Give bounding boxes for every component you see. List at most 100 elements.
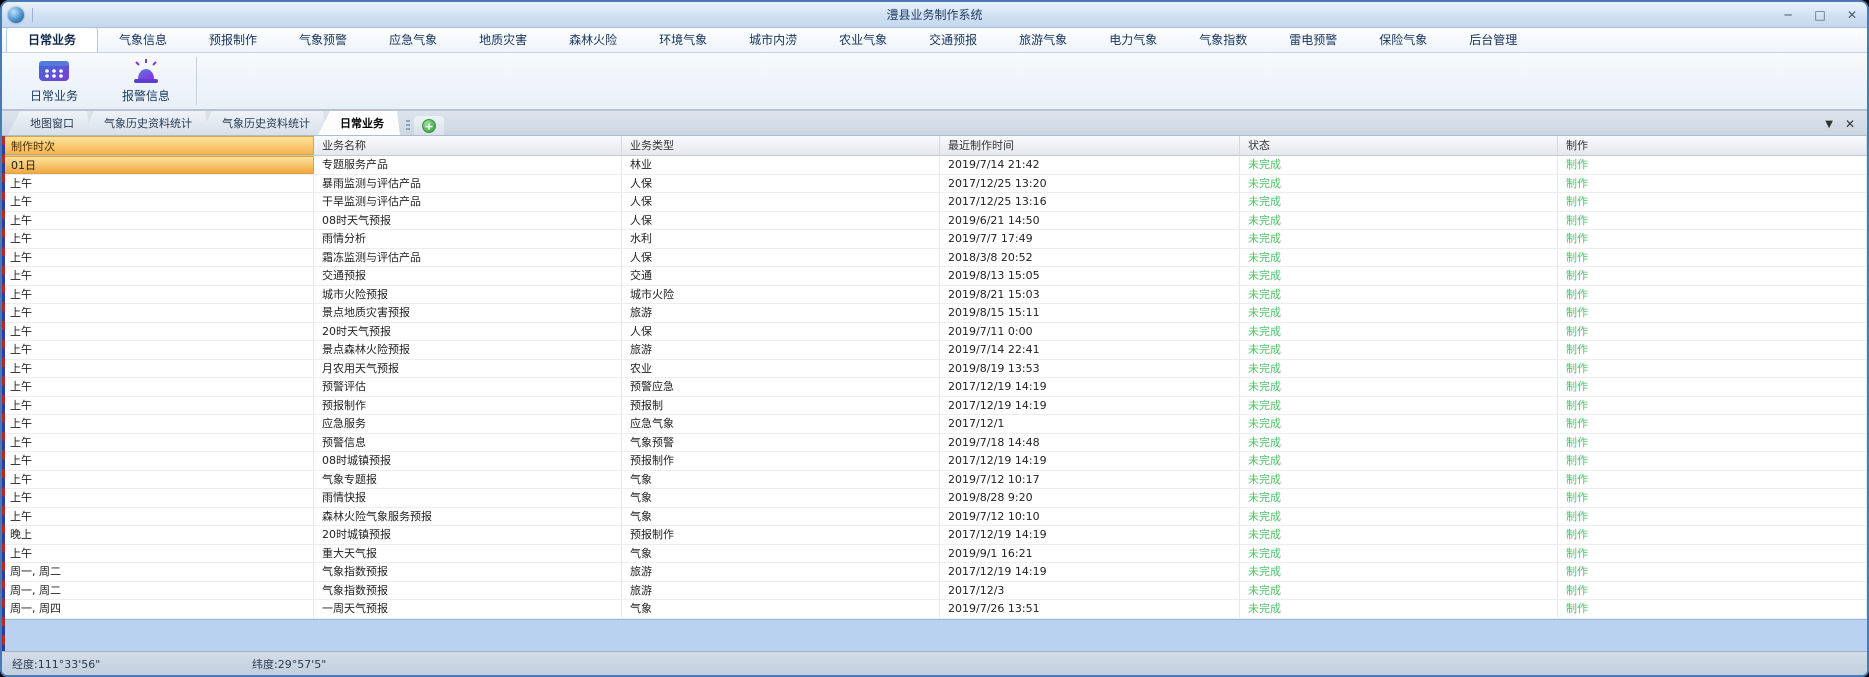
cell-last: 2017/12/19 14:19 — [940, 526, 1240, 544]
make-link[interactable]: 制作 — [1566, 583, 1588, 597]
menu-item-13[interactable]: 气象指数 — [1199, 33, 1248, 47]
make-link[interactable]: 制作 — [1566, 287, 1588, 301]
table-row[interactable]: 上午 交通预报 交通 2019/8/13 15:05 未完成 制作 — [2, 267, 1867, 286]
maximize-button[interactable]: □ — [1814, 7, 1826, 22]
table-row[interactable]: 上午 城市火险预报 城市火险 2019/8/21 15:03 未完成 制作 — [2, 285, 1867, 304]
doc-tab-0[interactable]: 地图窗口 — [8, 111, 90, 135]
close-button[interactable]: ✕ — [1846, 7, 1858, 22]
cell-status: 未完成 — [1240, 322, 1558, 340]
make-link[interactable]: 制作 — [1566, 565, 1588, 578]
table-row[interactable]: 周一, 周二 气象指数预报 旅游 2017/12/3 未完成 制作 — [2, 581, 1867, 600]
make-link[interactable]: 制作 — [1566, 158, 1588, 171]
table-row[interactable]: 上午 森林火险气象服务预报 气象 2019/7/12 10:10 未完成 制作 — [2, 507, 1867, 526]
make-link[interactable]: 制作 — [1566, 417, 1588, 430]
cell-last: 2017/12/19 14:19 — [940, 396, 1240, 414]
table-row[interactable]: 上午 月农用天气预报 农业 2019/8/19 13:53 未完成 制作 — [2, 359, 1867, 378]
daily-business-button[interactable]: 日常业务 — [8, 55, 100, 107]
menu-item-10[interactable]: 交通预报 — [929, 33, 978, 47]
column-header-5[interactable]: 制作 — [1558, 136, 1867, 155]
make-link[interactable]: 制作 — [1566, 454, 1588, 467]
make-link[interactable]: 制作 — [1566, 380, 1588, 393]
cell-action: 制作 — [1558, 174, 1867, 192]
selected-empty-row[interactable] — [2, 618, 1867, 651]
make-link[interactable]: 制作 — [1566, 250, 1588, 264]
make-link[interactable]: 制作 — [1566, 472, 1588, 486]
table-row[interactable]: 上午 气象专题报 气象 2019/7/12 10:17 未完成 制作 — [2, 470, 1867, 489]
ribbon-toolbar: 日常业务 报警信息 — [2, 53, 1867, 111]
menu-item-12[interactable]: 电力气象 — [1109, 33, 1158, 47]
menu-item-15[interactable]: 保险气象 — [1379, 33, 1428, 47]
column-header-1[interactable]: 业务名称 — [314, 136, 622, 155]
make-link[interactable]: 制作 — [1566, 343, 1588, 356]
menu-item-3[interactable]: 气象预警 — [299, 33, 348, 47]
tab-list-dropdown-icon[interactable]: ▼ — [1825, 118, 1833, 130]
column-header-4[interactable]: 状态 — [1240, 136, 1558, 155]
make-link[interactable]: 制作 — [1566, 232, 1588, 245]
doc-tab-2[interactable]: 气象历史资料统计 — [200, 111, 326, 135]
menu-item-8[interactable]: 城市内涝 — [749, 33, 798, 47]
table-row[interactable]: 上午 08时天气预报 人保 2019/6/21 14:50 未完成 制作 — [2, 211, 1867, 230]
table-row[interactable]: 上午 景点森林火险预报 旅游 2019/7/14 22:41 未完成 制作 — [2, 341, 1867, 360]
add-tab-button[interactable]: + — [414, 116, 444, 135]
menu-item-2[interactable]: 预报制作 — [209, 33, 258, 47]
menu-item-7[interactable]: 环境气象 — [659, 33, 708, 47]
column-header-0[interactable]: 制作时次 — [2, 136, 314, 155]
cell-name: 城市火险预报 — [314, 285, 622, 303]
make-link[interactable]: 制作 — [1566, 546, 1588, 560]
table-row[interactable]: 上午 干旱监测与评估产品 人保 2017/12/25 13:16 未完成 制作 — [2, 193, 1867, 212]
cell-action: 制作 — [1558, 341, 1867, 359]
table-row[interactable]: 上午 暴雨监测与评估产品 人保 2017/12/25 13:20 未完成 制作 — [2, 174, 1867, 193]
make-link[interactable]: 制作 — [1566, 398, 1588, 412]
minimize-button[interactable]: ─ — [1784, 7, 1792, 22]
table-row[interactable]: 上午 20时天气预报 人保 2019/7/11 0:00 未完成 制作 — [2, 322, 1867, 341]
make-link[interactable]: 制作 — [1566, 269, 1588, 282]
menu-item-11[interactable]: 旅游气象 — [1019, 33, 1068, 47]
cell-action: 制作 — [1558, 396, 1867, 414]
column-header-3[interactable]: 最近制作时间 — [940, 136, 1240, 155]
make-link[interactable]: 制作 — [1566, 176, 1588, 190]
menu-item-14[interactable]: 雷电预警 — [1289, 33, 1338, 47]
make-link[interactable]: 制作 — [1566, 528, 1588, 541]
make-link[interactable]: 制作 — [1566, 306, 1588, 319]
cell-type: 气象 — [622, 600, 940, 618]
table-row[interactable]: 上午 预警信息 气象预警 2019/7/18 14:48 未完成 制作 — [2, 433, 1867, 452]
table-row[interactable]: 周一, 周二 气象指数预报 旅游 2017/12/19 14:19 未完成 制作 — [2, 563, 1867, 582]
table-row[interactable]: 上午 雨情快报 气象 2019/8/28 9:20 未完成 制作 — [2, 489, 1867, 508]
menu-item-16[interactable]: 后台管理 — [1469, 33, 1518, 47]
table-row[interactable]: 上午 霜冻监测与评估产品 人保 2018/3/8 20:52 未完成 制作 — [2, 248, 1867, 267]
menu-item-9[interactable]: 农业气象 — [839, 33, 888, 47]
table-row[interactable]: 上午 08时城镇预报 预报制作 2017/12/19 14:19 未完成 制作 — [2, 452, 1867, 471]
plus-icon: + — [422, 118, 436, 133]
table-row[interactable]: 上午 预警评估 预警应急 2017/12/19 14:19 未完成 制作 — [2, 378, 1867, 397]
tab-grip-handle[interactable] — [406, 120, 410, 132]
alarm-info-button[interactable]: 报警信息 — [100, 55, 192, 107]
table-row[interactable]: 上午 应急服务 应急气象 2017/12/1 未完成 制作 — [2, 415, 1867, 434]
make-link[interactable]: 制作 — [1566, 435, 1588, 449]
table-row[interactable]: 上午 景点地质灾害预报 旅游 2019/8/15 15:11 未完成 制作 — [2, 304, 1867, 323]
doc-tab-1[interactable]: 气象历史资料统计 — [82, 111, 208, 135]
make-link[interactable]: 制作 — [1566, 491, 1588, 504]
menu-item-4[interactable]: 应急气象 — [389, 33, 438, 47]
make-link[interactable]: 制作 — [1566, 602, 1588, 615]
column-header-2[interactable]: 业务类型 — [622, 136, 940, 155]
cell-action: 制作 — [1558, 452, 1867, 470]
menu-item-1[interactable]: 气象信息 — [119, 33, 168, 47]
doc-tab-3[interactable]: 日常业务 — [318, 111, 400, 135]
cell-name: 应急服务 — [314, 415, 622, 433]
menu-item-6[interactable]: 森林火险 — [569, 33, 618, 47]
cell-time: 周一, 周四 — [2, 600, 314, 618]
menu-item-5[interactable]: 地质灾害 — [479, 33, 528, 47]
make-link[interactable]: 制作 — [1566, 361, 1588, 375]
table-row[interactable]: 01日 专题服务产品 林业 2019/7/14 21:42 未完成 制作 — [2, 156, 1867, 175]
table-row[interactable]: 上午 预报制作 预报制 2017/12/19 14:19 未完成 制作 — [2, 396, 1867, 415]
make-link[interactable]: 制作 — [1566, 324, 1588, 338]
table-row[interactable]: 晚上 20时城镇预报 预报制作 2017/12/19 14:19 未完成 制作 — [2, 526, 1867, 545]
table-row[interactable]: 上午 重大天气报 气象 2019/9/1 16:21 未完成 制作 — [2, 544, 1867, 563]
make-link[interactable]: 制作 — [1566, 213, 1588, 227]
table-row[interactable]: 上午 雨情分析 水利 2019/7/7 17:49 未完成 制作 — [2, 230, 1867, 249]
make-link[interactable]: 制作 — [1566, 509, 1588, 523]
close-tab-icon[interactable]: ✕ — [1844, 117, 1855, 131]
table-row[interactable]: 周一, 周四 一周天气预报 气象 2019/7/26 13:51 未完成 制作 — [2, 600, 1867, 619]
menu-item-0[interactable]: 日常业务 — [6, 27, 99, 52]
make-link[interactable]: 制作 — [1566, 195, 1588, 208]
